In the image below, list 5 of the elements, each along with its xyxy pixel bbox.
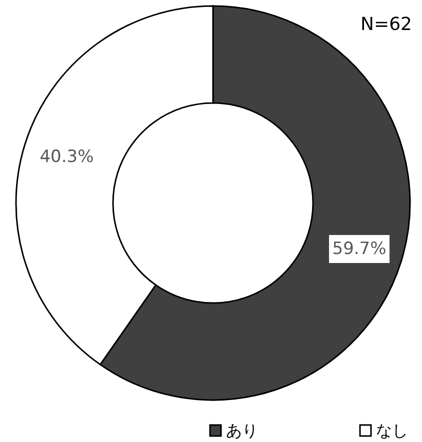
- legend-label: あり: [226, 421, 258, 440]
- data-label: 59.7%: [332, 239, 386, 260]
- legend-label: なし: [376, 421, 408, 440]
- data-label: 40.3%: [40, 146, 94, 167]
- text: N=62: [360, 14, 412, 35]
